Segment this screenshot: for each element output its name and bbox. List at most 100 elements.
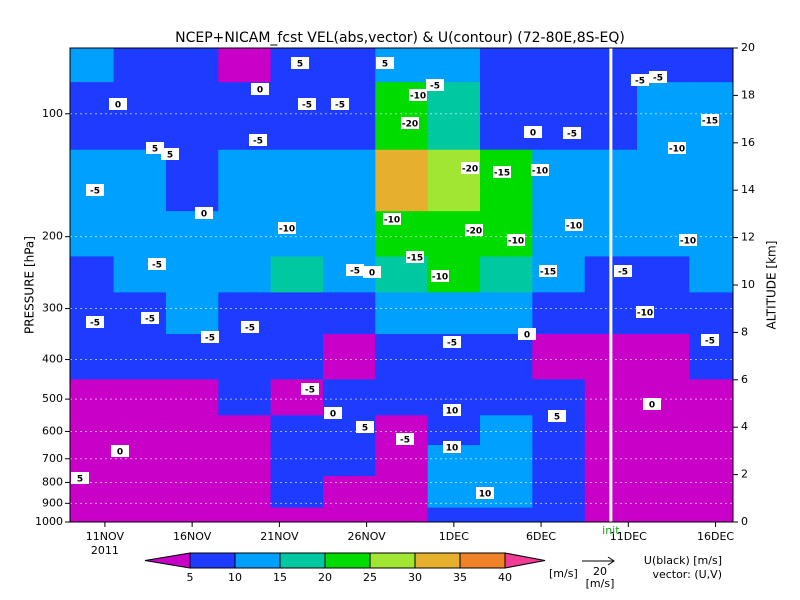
contour-label: -10 bbox=[669, 145, 685, 155]
contour-label-bg bbox=[649, 71, 667, 83]
contour-label-bg bbox=[563, 127, 581, 139]
field-cell bbox=[165, 149, 219, 212]
field-cell bbox=[165, 292, 219, 335]
field-cell bbox=[218, 379, 272, 416]
contour-label-bg bbox=[431, 270, 449, 282]
field-cell bbox=[165, 507, 219, 523]
contour-label: -5 bbox=[305, 386, 315, 396]
contour-label: -15 bbox=[540, 268, 556, 278]
contour-label: 5 bbox=[152, 145, 158, 155]
contour-label: -20 bbox=[466, 227, 482, 237]
field-cell bbox=[322, 211, 376, 257]
contour-label-bg bbox=[324, 407, 342, 419]
contour-label-bg bbox=[356, 421, 374, 433]
contour-label: -5 bbox=[635, 77, 645, 87]
contour-label: -15 bbox=[702, 117, 718, 127]
field-cell bbox=[165, 48, 219, 83]
field-cell bbox=[270, 415, 324, 446]
y2-tick-label: 2 bbox=[741, 468, 748, 481]
contour-label-bg bbox=[251, 83, 269, 95]
field-cell bbox=[113, 379, 167, 416]
colorbar-segment bbox=[324, 552, 371, 569]
field-cell bbox=[689, 292, 734, 335]
contour-label-bg bbox=[406, 251, 424, 263]
field-cell bbox=[322, 149, 376, 212]
contour-label-bg bbox=[111, 445, 129, 457]
field-cell bbox=[322, 292, 376, 335]
field-cell bbox=[689, 149, 734, 212]
field-cell bbox=[532, 149, 586, 212]
x-tick-label: 1DEC bbox=[439, 530, 469, 543]
contour-label: -15 bbox=[407, 254, 423, 264]
field-cell bbox=[480, 82, 533, 151]
contour-label-bg bbox=[201, 331, 219, 343]
x-tick-label: 16DEC bbox=[697, 530, 734, 543]
field-cell bbox=[70, 415, 115, 446]
field-cell bbox=[70, 48, 115, 83]
field-cell bbox=[218, 475, 272, 509]
contour-label: -5 bbox=[567, 130, 577, 140]
contour-label-bg bbox=[565, 219, 583, 231]
vector-note: vector: (U,V) bbox=[652, 568, 722, 581]
field-cell bbox=[637, 507, 690, 523]
contour-label: -5 bbox=[145, 315, 155, 325]
x-tick-label: 11NOV bbox=[86, 530, 125, 543]
y2-tick-label: 18 bbox=[741, 88, 755, 101]
contour-label-bg bbox=[668, 142, 686, 154]
field-cell bbox=[270, 149, 324, 212]
x-tick-label: 26NOV bbox=[347, 530, 386, 543]
contour-label-bg bbox=[86, 184, 104, 196]
field-cell bbox=[375, 445, 429, 477]
contour-label: 10 bbox=[479, 490, 492, 500]
year-label: 2011 bbox=[91, 544, 119, 557]
field-cell bbox=[375, 334, 429, 380]
vector-legend-head bbox=[607, 556, 615, 566]
plot-frame bbox=[69, 47, 734, 523]
colorbar-segment bbox=[189, 552, 236, 569]
vector-legend-value: 20 bbox=[593, 565, 607, 578]
field-cell bbox=[532, 82, 586, 151]
contour-label-bg bbox=[148, 258, 166, 270]
contour-label-bg bbox=[701, 114, 719, 126]
contour-label-bg bbox=[301, 383, 319, 395]
field-cell bbox=[532, 379, 586, 416]
field-cell bbox=[270, 82, 324, 151]
contour-label: -5 bbox=[152, 261, 162, 271]
field-cell bbox=[165, 256, 219, 293]
colorbar-label: 40 bbox=[498, 571, 512, 584]
field-cell bbox=[270, 475, 324, 509]
y2-tick-label: 14 bbox=[741, 183, 755, 196]
field-cell bbox=[218, 445, 272, 477]
field-cell bbox=[322, 82, 376, 151]
field-cell bbox=[480, 334, 533, 380]
contour-label-bg bbox=[346, 264, 364, 276]
colorbar-segment bbox=[414, 552, 461, 569]
colorbar-label: 20 bbox=[318, 571, 332, 584]
field-cell bbox=[270, 256, 324, 293]
contour-label: -10 bbox=[532, 167, 548, 177]
contour-label: -5 bbox=[618, 268, 628, 278]
contour-label: -5 bbox=[653, 74, 663, 84]
contour-label-bg bbox=[539, 265, 557, 277]
contour-label: 0 bbox=[115, 101, 121, 111]
field-cell bbox=[480, 149, 533, 212]
field-cell bbox=[218, 415, 272, 446]
field-cell bbox=[532, 211, 586, 257]
contour-label: -5 bbox=[350, 267, 360, 277]
contour-label: -5 bbox=[430, 82, 440, 92]
contour-label: -5 bbox=[245, 324, 255, 334]
contour-label-bg bbox=[86, 316, 104, 328]
y-tick-label: 400 bbox=[42, 353, 63, 366]
field-cell bbox=[70, 256, 115, 293]
contour-label-bg bbox=[679, 234, 697, 246]
colorbar-label: 15 bbox=[273, 571, 287, 584]
contour-label: 0 bbox=[117, 448, 123, 458]
contour-label-bg bbox=[493, 166, 511, 178]
contour-label-bg bbox=[291, 57, 309, 69]
contour-label-bg bbox=[631, 74, 649, 86]
contour-label-bg bbox=[524, 126, 542, 138]
contour-label-bg bbox=[465, 224, 483, 236]
contour-label: -10 bbox=[279, 225, 295, 235]
field-cell bbox=[637, 82, 690, 151]
